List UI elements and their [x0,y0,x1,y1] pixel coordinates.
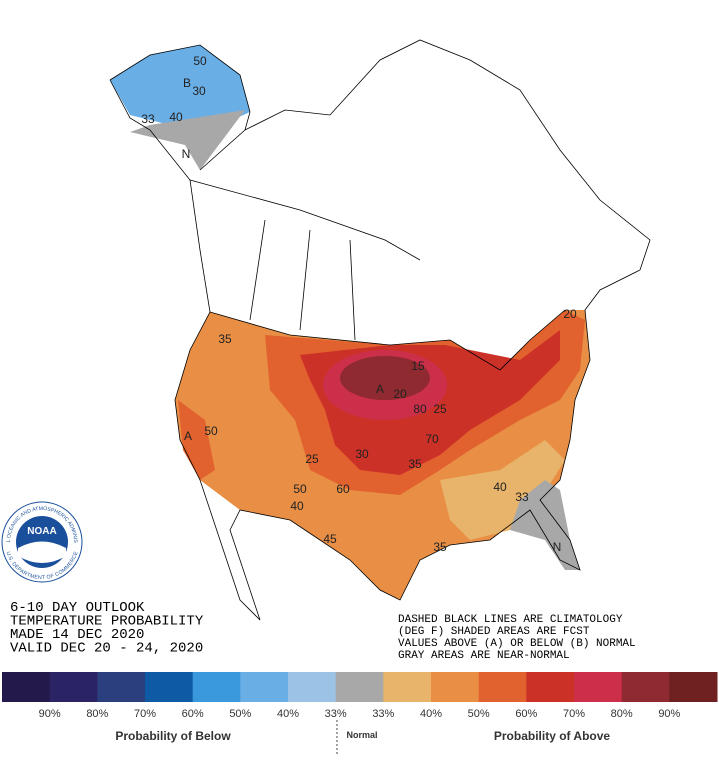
legend-swatch [621,672,670,702]
map-label: 25 [433,402,447,416]
legend-label: 70% [134,708,156,720]
legend-label: 60% [515,708,537,720]
legend-swatch [335,672,384,702]
florida-normal [510,480,580,570]
coastline [109,39,651,621]
legend-swatch [431,672,480,702]
legend-label: 33% [372,708,394,720]
map [109,39,651,621]
legend-label: 60% [182,708,204,720]
legend-swatch [669,672,718,702]
legend-swatch [288,672,337,702]
legend-label: 50% [468,708,490,720]
alaska-normal [130,110,245,170]
map-label: 33 [515,490,529,504]
legend-label: 90% [658,708,680,720]
legend-label: 90% [39,708,61,720]
map-label: 40 [493,480,507,494]
above-label: Probability of Above [494,729,611,743]
map-label: 35 [408,457,422,471]
map-label: 35 [218,332,232,346]
legend-swatch [145,672,194,702]
map-label: 45 [323,532,337,546]
legend-swatch [526,672,575,702]
alaska-below [110,45,250,130]
legend-swatch [97,672,146,702]
title-line: VALID DEC 20 - 24, 2020 [10,641,203,657]
logo-text: NOAA [27,526,56,537]
below-label: Probability of Below [115,729,231,743]
borders [189,129,566,371]
legend-label: 40% [420,708,442,720]
map-label: 40 [290,499,304,513]
map-label: 80 [413,402,427,416]
legend-swatch [192,672,241,702]
legend-label: 40% [277,708,299,720]
legend-label: 33% [325,708,347,720]
legend-swatch [240,672,289,702]
note-line: VALUES ABOVE (A) OR BELOW (B) NORMAL [398,638,636,650]
legend-label: 70% [563,708,585,720]
normal-label: Normal [346,730,377,740]
legend-swatch [2,672,51,702]
title-line: 6-10 DAY OUTLOOK [10,600,145,616]
notes: DASHED BLACK LINES ARE CLIMATOLOGY(DEG F… [398,614,636,662]
legend-label: 80% [86,708,108,720]
map-label: 30 [192,84,206,98]
map-label: B [183,76,191,90]
logo-bird [18,541,66,563]
title-line: TEMPERATURE PROBABILITY [10,614,204,630]
map-label: 50 [193,54,207,68]
legend-swatch [383,672,432,702]
map-label: 70 [425,432,439,446]
map-label: 33 [141,112,155,126]
legend: 90% 80% 70% 60% 50% 40% 33% 33% 40% 50% 60% 70% 80% 9… [2,672,718,720]
note-line: (DEG F) SHADED AREAS ARE FCST [398,626,590,638]
legend-swatch [574,672,623,702]
map-label: 25 [305,452,319,466]
map-label: 35 [433,540,447,554]
map-label: 50 [204,424,218,438]
map-label: 20 [563,307,577,321]
legend-swatch [478,672,527,702]
map-label: 15 [411,359,425,373]
map-label: N [553,540,562,554]
us-above-90 [340,356,430,400]
map-label: 60 [336,482,350,496]
map-label: 30 [355,447,369,461]
map-label: 50 [293,482,307,496]
map-label: 20 [393,387,407,401]
note-line: GRAY AREAS ARE NEAR-NORMAL [398,650,570,662]
legend-label: 80% [611,708,633,720]
legend-swatch [49,672,98,702]
map-label: A [376,382,384,396]
map-label: A [184,429,192,443]
map-label: 40 [169,110,183,124]
title-line: MADE 14 DEC 2020 [10,627,144,643]
map-label: N [182,147,191,161]
legend-label: 50% [229,708,251,720]
note-line: DASHED BLACK LINES ARE CLIMATOLOGY [398,614,623,626]
west-above-60 [178,400,215,480]
us-above-40 [440,440,565,540]
